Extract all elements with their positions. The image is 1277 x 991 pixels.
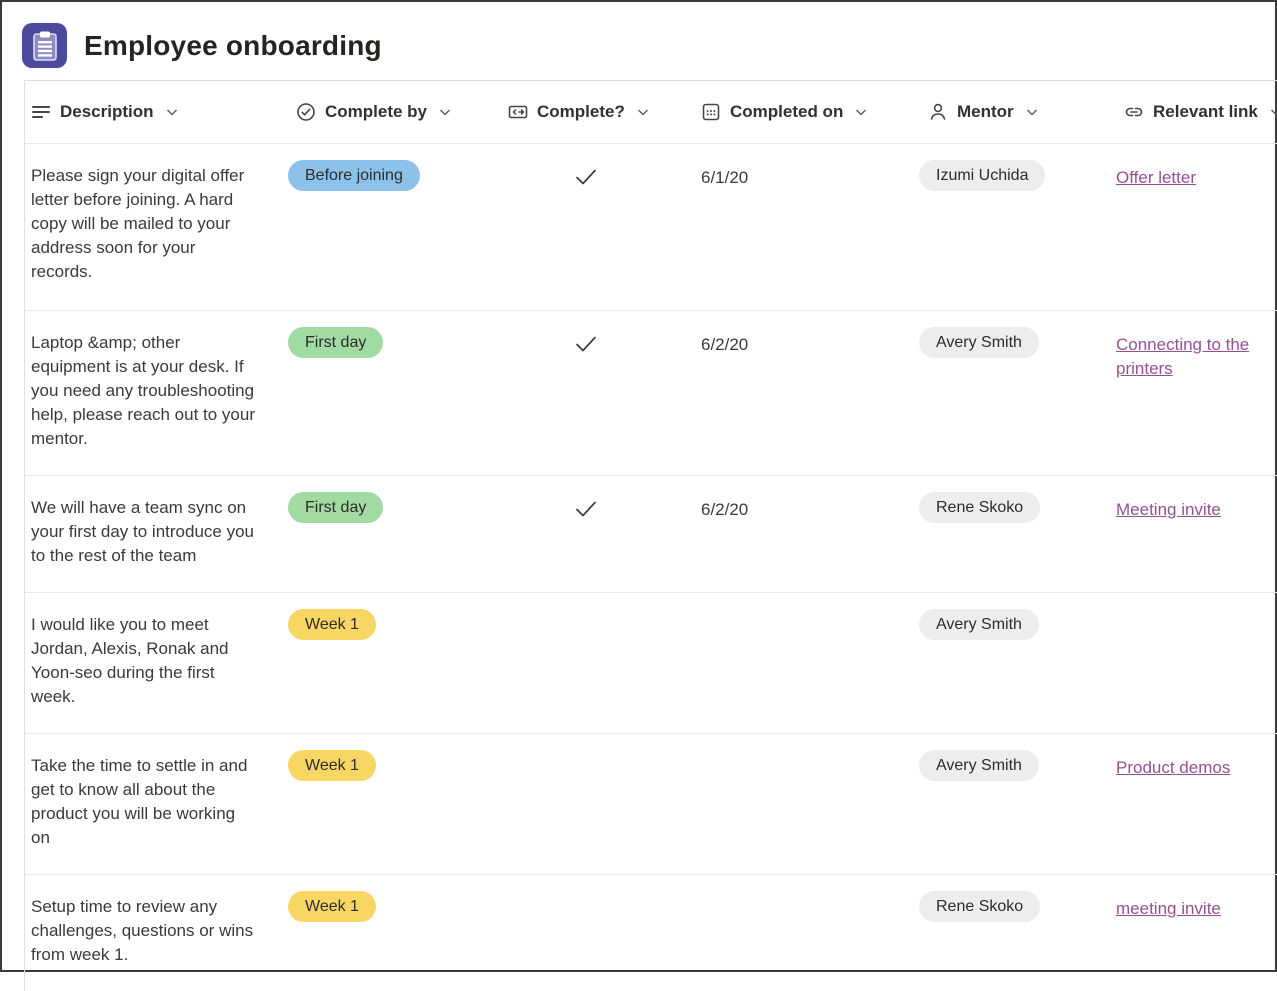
table-body: Please sign your digital offer letter be… [25, 143, 1277, 991]
complete-by-cell: First day [286, 311, 498, 475]
checkmark-icon [574, 501, 598, 522]
complete-by-pill[interactable]: Before joining [288, 160, 420, 191]
description-cell: Setup time to review any challenges, que… [25, 875, 286, 991]
mentor-cell: Avery Smith [918, 593, 1114, 733]
completed-on-date[interactable]: 6/2/20 [701, 335, 749, 354]
complete-by-pill[interactable]: First day [288, 327, 384, 358]
description-cell: Take the time to settle in and get to kn… [25, 734, 286, 874]
complete-cell[interactable] [498, 875, 691, 991]
page-header: Employee onboarding [2, 2, 1275, 80]
circle-check-icon [296, 102, 316, 122]
complete-by-cell: Week 1 [286, 593, 498, 733]
column-label: Complete by [325, 102, 428, 121]
table-row: Setup time to review any challenges, que… [25, 874, 1277, 991]
description-cell: I would like you to meet Jordan, Alexis,… [25, 593, 286, 733]
column-label: Relevant link [1153, 102, 1258, 121]
task-description[interactable]: Setup time to review any challenges, que… [31, 897, 254, 964]
link-cell: Product demos [1114, 734, 1277, 874]
chevron-down-icon[interactable] [637, 106, 649, 118]
column-header-complete[interactable]: Complete? [498, 102, 691, 122]
link-cell [1114, 593, 1277, 733]
relevant-link[interactable]: Product demos [1116, 758, 1231, 777]
completed-on-date[interactable]: 6/1/20 [701, 168, 749, 187]
description-cell: Laptop &amp; other equipment is at your … [25, 311, 286, 475]
mentor-pill[interactable]: Avery Smith [919, 609, 1039, 640]
complete-cell[interactable] [498, 593, 691, 733]
yes-no-icon [508, 102, 528, 122]
column-header-mentor[interactable]: Mentor [918, 102, 1114, 122]
column-label: Complete? [537, 102, 625, 121]
mentor-pill[interactable]: Izumi Uchida [919, 160, 1046, 191]
column-header-relevant-link[interactable]: Relevant link [1114, 102, 1277, 122]
complete-by-cell: First day [286, 476, 498, 592]
checkmark-icon [574, 169, 598, 190]
completed-on-date[interactable] [691, 593, 918, 733]
link-cell: Meeting invite [1114, 476, 1277, 592]
relevant-link[interactable]: meeting invite [1116, 899, 1221, 918]
complete-cell[interactable] [498, 734, 691, 874]
chevron-down-icon[interactable] [439, 106, 451, 118]
link-icon [1124, 102, 1144, 122]
person-icon [928, 102, 948, 122]
page-title: Employee onboarding [84, 29, 382, 61]
completed-on-date[interactable] [691, 734, 918, 874]
column-header-description[interactable]: Description [25, 102, 286, 122]
completed-on-date[interactable] [691, 875, 918, 991]
mentor-cell: Izumi Uchida [918, 144, 1114, 310]
text-lines-icon [31, 102, 51, 122]
column-header-complete-by[interactable]: Complete by [286, 102, 498, 122]
task-description[interactable]: I would like you to meet Jordan, Alexis,… [31, 615, 229, 706]
column-label: Description [60, 102, 154, 121]
relevant-link[interactable]: Offer letter [1116, 168, 1196, 187]
chevron-down-icon[interactable] [1270, 106, 1277, 118]
chevron-down-icon[interactable] [166, 106, 178, 118]
table-row: We will have a team sync on your first d… [25, 475, 1277, 592]
mentor-pill[interactable]: Avery Smith [919, 750, 1039, 781]
mentor-cell: Rene Skoko [918, 476, 1114, 592]
link-cell: Connecting to the printers [1114, 311, 1277, 475]
table-row: I would like you to meet Jordan, Alexis,… [25, 592, 1277, 733]
column-label: Mentor [957, 102, 1014, 121]
table-row: Laptop &amp; other equipment is at your … [25, 310, 1277, 475]
link-cell: Offer letter [1114, 144, 1277, 310]
table-header-row: Description Complete by Complete? [25, 81, 1277, 143]
table-row: Take the time to settle in and get to kn… [25, 733, 1277, 874]
calendar-icon [701, 102, 721, 122]
completed-on-date[interactable]: 6/2/20 [701, 500, 749, 519]
relevant-link[interactable]: Meeting invite [1116, 500, 1221, 519]
task-description[interactable]: Please sign your digital offer letter be… [31, 166, 245, 281]
complete-cell[interactable] [498, 311, 691, 475]
table-row: Please sign your digital offer letter be… [25, 143, 1277, 310]
task-description[interactable]: Take the time to settle in and get to kn… [31, 756, 248, 847]
complete-by-pill[interactable]: Week 1 [288, 750, 376, 781]
link-cell: meeting invite [1114, 875, 1277, 991]
chevron-down-icon[interactable] [1026, 106, 1038, 118]
complete-by-pill[interactable]: Week 1 [288, 891, 376, 922]
complete-cell[interactable] [498, 144, 691, 310]
complete-by-cell: Before joining [286, 144, 498, 310]
description-cell: Please sign your digital offer letter be… [25, 144, 286, 310]
complete-by-pill[interactable]: First day [288, 492, 384, 523]
complete-by-pill[interactable]: Week 1 [288, 609, 376, 640]
chevron-down-icon[interactable] [855, 106, 867, 118]
column-label: Completed on [730, 102, 844, 121]
checkmark-icon [574, 336, 598, 357]
onboarding-table: Description Complete by Complete? [24, 80, 1277, 991]
description-cell: We will have a team sync on your first d… [25, 476, 286, 592]
task-description[interactable]: We will have a team sync on your first d… [31, 498, 255, 565]
task-description[interactable]: Laptop &amp; other equipment is at your … [31, 333, 255, 448]
mentor-cell: Avery Smith [918, 734, 1114, 874]
mentor-cell: Avery Smith [918, 311, 1114, 475]
column-header-completed-on[interactable]: Completed on [691, 102, 918, 122]
mentor-pill[interactable]: Rene Skoko [919, 891, 1041, 922]
complete-cell[interactable] [498, 476, 691, 592]
mentor-pill[interactable]: Rene Skoko [919, 492, 1041, 523]
complete-by-cell: Week 1 [286, 734, 498, 874]
complete-by-cell: Week 1 [286, 875, 498, 991]
relevant-link[interactable]: Connecting to the printers [1116, 335, 1250, 378]
mentor-cell: Rene Skoko [918, 875, 1114, 991]
mentor-pill[interactable]: Avery Smith [919, 327, 1039, 358]
clipboard-icon [22, 23, 67, 68]
